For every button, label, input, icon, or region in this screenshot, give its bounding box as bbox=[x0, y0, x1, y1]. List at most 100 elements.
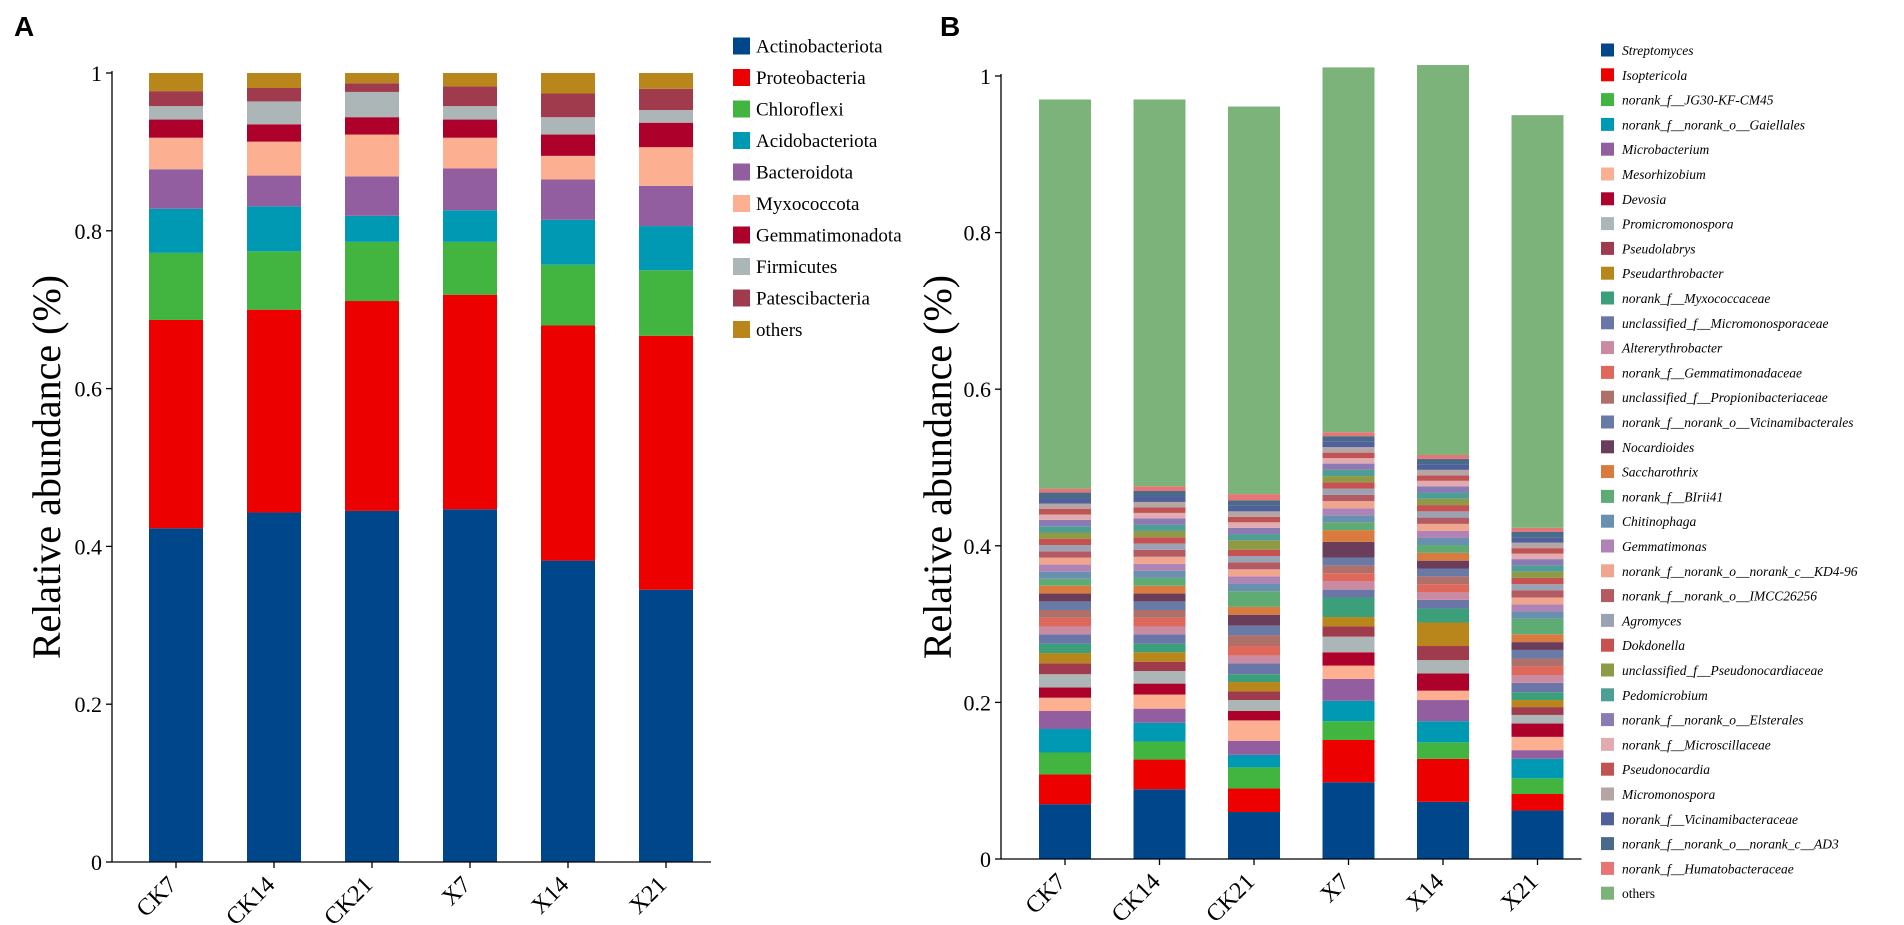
legend-item: Pseudonocardia bbox=[1621, 762, 1710, 777]
bar-segment-x7-6 bbox=[1322, 665, 1375, 679]
bar-segment-ck7-35 bbox=[1039, 99, 1091, 489]
bar-segment-ck7-13 bbox=[1039, 626, 1091, 635]
bar-segment-x7-20 bbox=[1322, 515, 1375, 523]
x-tick-label: CK14 bbox=[221, 872, 280, 925]
bar-segment-ck14-12 bbox=[1133, 634, 1186, 644]
x-tick-label: CK7 bbox=[1021, 869, 1071, 919]
bar-segment-ck14-21 bbox=[1133, 563, 1186, 571]
bar-segment-x21-21 bbox=[1511, 604, 1564, 612]
y-tick-label: 0.8 bbox=[964, 221, 992, 246]
bar-segment-ck14-2 bbox=[1133, 759, 1186, 790]
y-tick-label: 0.8 bbox=[75, 219, 103, 244]
bar-segment-x14-19 bbox=[1417, 545, 1469, 553]
bar-segment-x7-12 bbox=[1322, 589, 1375, 598]
bar-segment-ck7-26 bbox=[1039, 532, 1091, 539]
bar-segment-ck7-12 bbox=[1039, 634, 1091, 644]
legend-item: Microbacterium bbox=[1621, 142, 1709, 157]
bar-segment-ck7-4 bbox=[1039, 729, 1091, 753]
bar-segment-ck7-32 bbox=[1039, 498, 1091, 504]
legend-swatch bbox=[1601, 167, 1614, 181]
bar-segment-ck14-15 bbox=[1133, 610, 1186, 618]
bar-segment-ck7-25 bbox=[1039, 538, 1091, 546]
bar-segment-x14-24 bbox=[1417, 511, 1469, 518]
bar-segment-ck7-7 bbox=[1039, 687, 1091, 698]
bar-segment-x14-5 bbox=[1417, 700, 1469, 722]
bar-segment-x21-31 bbox=[1511, 542, 1564, 549]
bar-segment-x7-7 bbox=[443, 119, 497, 138]
legend-swatch bbox=[1601, 93, 1614, 107]
bar-segment-ck21-15 bbox=[1228, 635, 1280, 647]
legend-swatch bbox=[1601, 514, 1614, 528]
bar-segment-x7-3 bbox=[1322, 721, 1375, 740]
legend-item: norank_f__Gemmatimonadaceae bbox=[1622, 365, 1802, 380]
bar-segment-x21-19 bbox=[1511, 618, 1564, 635]
bar-segment-ck7-15 bbox=[1039, 610, 1091, 618]
bar-segment-x21-8 bbox=[639, 110, 693, 123]
bar-segment-x7-8 bbox=[443, 106, 497, 120]
legend-swatch bbox=[1601, 837, 1614, 851]
bar-segment-x7-18 bbox=[1322, 530, 1375, 542]
bar-segment-ck7-29 bbox=[1039, 514, 1091, 520]
bar-segment-x14-8 bbox=[541, 117, 595, 135]
bar-segment-x21-9 bbox=[1511, 707, 1564, 715]
legend-item: norank_f__norank_o__norank_c__KD4-96 bbox=[1622, 564, 1858, 579]
bar-segment-ck21-13 bbox=[1228, 655, 1280, 664]
bar-segment-ck21-8 bbox=[345, 91, 399, 118]
bar-segment-x14-2 bbox=[1417, 758, 1469, 802]
bar-segment-ck7-19 bbox=[1039, 578, 1091, 586]
bar-segment-x21-24 bbox=[1511, 584, 1564, 591]
bar-segment-ck14-31 bbox=[1133, 501, 1186, 508]
legend-item: Acidobacteriota bbox=[756, 131, 878, 152]
bar-segment-x7-27 bbox=[1322, 469, 1375, 477]
legend-swatch bbox=[733, 258, 750, 275]
legend-swatch bbox=[1601, 713, 1614, 727]
legend: Actinobacteriota Proteobacteria Chloroflex… bbox=[733, 37, 902, 341]
legend-item: norank_f__norank_o__Elsterales bbox=[1622, 713, 1804, 728]
legend-item: Pseudarthrobacter bbox=[1621, 266, 1724, 281]
bar-segment-ck7-6 bbox=[149, 137, 203, 170]
bar-segment-ck7-24 bbox=[1039, 545, 1091, 552]
bar-segment-x21-25 bbox=[1511, 577, 1564, 585]
legend-item: Promicromonospora bbox=[1621, 217, 1734, 232]
bar-segment-x14-18 bbox=[1417, 552, 1469, 561]
legend-item: Saccharothrix bbox=[1622, 465, 1698, 480]
bar-segment-ck14-4 bbox=[247, 206, 301, 252]
legend-item: Patescibacteria bbox=[756, 289, 871, 310]
legend-swatch bbox=[1601, 861, 1614, 875]
legend-swatch bbox=[733, 132, 750, 149]
bar-segment-x7-15 bbox=[1322, 565, 1375, 574]
legend-swatch bbox=[733, 163, 750, 181]
bar-segment-ck21-3 bbox=[345, 241, 399, 302]
bar-segment-ck7-23 bbox=[1039, 551, 1091, 558]
bar-segment-ck7-8 bbox=[149, 106, 203, 120]
bar-segment-x7-33 bbox=[1322, 436, 1375, 442]
legend-swatch bbox=[733, 321, 750, 338]
bar-segment-ck14-8 bbox=[1133, 671, 1186, 684]
bar-segment-x21-13 bbox=[1511, 674, 1564, 683]
legend-item: Pseudolabrys bbox=[1621, 241, 1696, 256]
bar-segment-x14-4 bbox=[541, 219, 595, 265]
bar-segment-x21-10 bbox=[1511, 700, 1564, 708]
bar-segment-x14-3 bbox=[541, 264, 595, 326]
bar-segment-x14-7 bbox=[541, 134, 595, 156]
legend-swatch bbox=[1601, 737, 1614, 751]
y-tick-label: 0.2 bbox=[75, 692, 103, 717]
legend-item: Streptomyces bbox=[1622, 43, 1693, 58]
bar-segment-ck21-8 bbox=[1228, 700, 1280, 712]
bar-segment-ck21-22 bbox=[1228, 569, 1280, 577]
legend-item: Gemmatimonas bbox=[1622, 539, 1707, 554]
legend-swatch bbox=[1601, 812, 1614, 826]
legend-swatch bbox=[733, 37, 750, 55]
legend-item: Mesorhizobium bbox=[1621, 167, 1706, 182]
bar-segment-x7-24 bbox=[1322, 488, 1375, 495]
legend-item: unclassified_f__Propionibacteriaceae bbox=[1622, 390, 1828, 405]
bar-segment-x21-22 bbox=[1511, 597, 1564, 605]
bar-segment-ck21-10 bbox=[1228, 682, 1280, 692]
y-tick-label: 0.4 bbox=[75, 534, 103, 559]
legend-item: Firmicutes bbox=[756, 257, 837, 278]
bar-segment-x7-4 bbox=[1322, 700, 1375, 722]
legend-item: Actinobacteriota bbox=[756, 37, 883, 58]
bar-segment-x7-29 bbox=[1322, 458, 1375, 464]
bar-segment-x21-28 bbox=[1511, 559, 1564, 566]
bar-segment-x21-33 bbox=[1511, 531, 1564, 538]
